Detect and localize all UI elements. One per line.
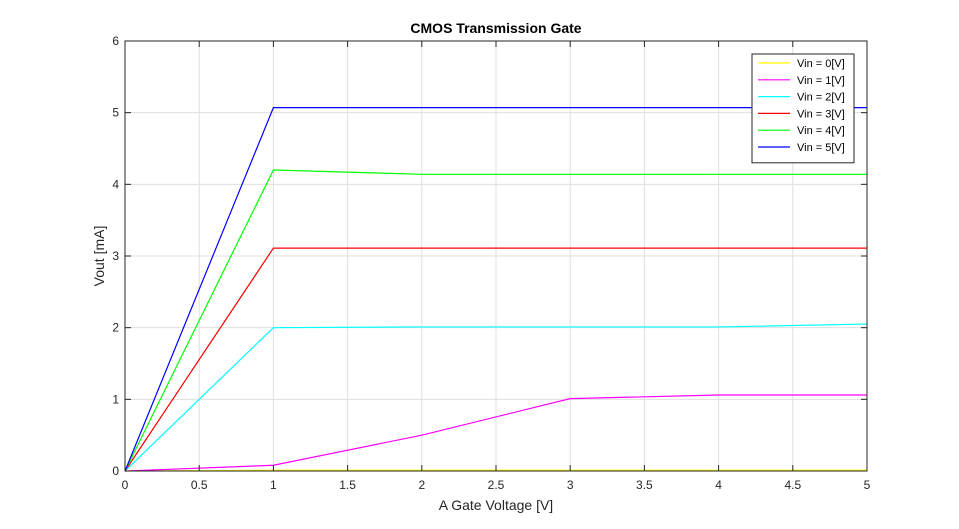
- chart-title: CMOS Transmission Gate: [410, 20, 581, 36]
- series-line-vin-2: [124, 323, 868, 472]
- x-tick-label: 1: [270, 478, 277, 492]
- y-tick-label: 6: [112, 34, 119, 48]
- legend-label: Vin = 3[V]: [797, 108, 845, 120]
- y-axis-label: Vout [mA]: [91, 226, 107, 287]
- y-tick-label: 0: [112, 464, 119, 478]
- x-tick-label: 3.5: [636, 478, 653, 492]
- legend-label: Vin = 5[V]: [797, 142, 845, 154]
- legend: Vin = 0[V] Vin = 1[V] Vin = 2[V] Vin = 3[V]…: [751, 53, 855, 164]
- x-tick-label: 5: [864, 478, 871, 492]
- x-tick-label: 2.5: [488, 478, 505, 492]
- x-tick-label: 3: [567, 478, 574, 492]
- x-tick-label: 4: [715, 478, 722, 492]
- series-line-vin-1: [124, 394, 867, 472]
- y-tick-label: 1: [112, 392, 119, 406]
- x-axis-label: A Gate Voltage [V]: [439, 497, 553, 513]
- x-tick-label: 0: [122, 478, 129, 492]
- series-line-vin-4: [124, 169, 867, 472]
- y-tick-label: 3: [112, 249, 119, 263]
- y-tick-label: 2: [112, 321, 119, 335]
- legend-label: Vin = 4[V]: [797, 125, 845, 137]
- y-axis: 0 1 2 3 4 5 6: [112, 34, 867, 478]
- legend-box: [751, 53, 855, 164]
- legend-label: Vin = 0[V]: [797, 58, 845, 70]
- x-tick-label: 1.5: [339, 478, 356, 492]
- legend-label: Vin = 1[V]: [797, 75, 845, 87]
- x-tick-label: 2: [418, 478, 425, 492]
- legend-label: Vin = 2[V]: [797, 92, 845, 104]
- y-tick-label: 5: [112, 106, 119, 120]
- x-axis: 0 0.5 1 1.5 2 2.5 3 3.5 4 4.5 5: [122, 41, 871, 492]
- series-line-vin-3: [124, 247, 867, 472]
- series-line-vin-5: [124, 107, 867, 472]
- y-tick-label: 4: [112, 177, 119, 191]
- x-tick-label: 4.5: [784, 478, 801, 492]
- x-tick-label: 0.5: [191, 478, 208, 492]
